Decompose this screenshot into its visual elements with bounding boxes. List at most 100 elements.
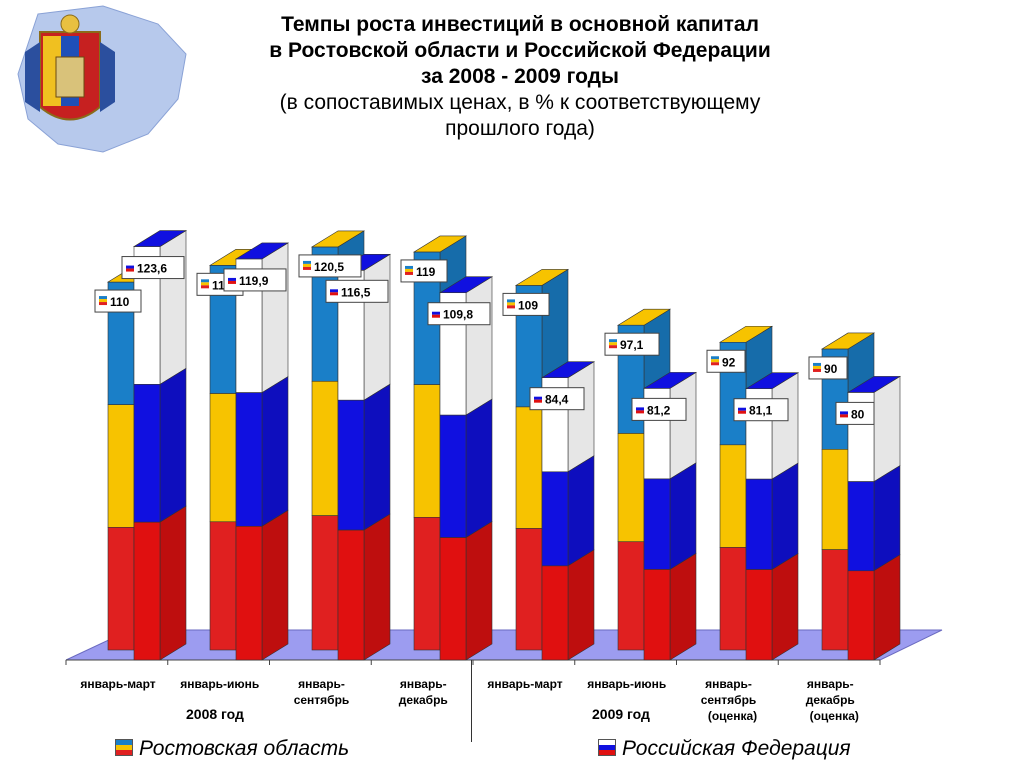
- russia-bar-8-side-segment: [873, 554, 901, 661]
- flag-icon-stripe: [507, 302, 515, 306]
- x-category-label-line: декабрь: [805, 693, 855, 707]
- russia-value-label: 123,6: [121, 256, 185, 280]
- x-category-label-line: январь-: [399, 677, 447, 691]
- russia-bar-8-side-segment: [873, 465, 901, 572]
- russia-bar-1-side-segment: [159, 230, 187, 385]
- coat-of-arms-emblem: [17, 5, 187, 153]
- russia-bar-3-front-segment: [337, 399, 365, 531]
- flag-icon-stripe: [636, 407, 644, 411]
- rostov-value-label: 109: [502, 292, 550, 316]
- flag-icon-stripe: [228, 280, 236, 284]
- rostov-bar-4-front-segment: [413, 384, 441, 518]
- flag-icon-stripe: [534, 399, 542, 403]
- russia-bar-3-side-segment: [363, 513, 391, 661]
- rostov-value-label-box: [706, 349, 746, 373]
- russia-bar-2-side-segment: [261, 376, 289, 527]
- flag-icon-stripe: [303, 260, 311, 264]
- flag-icon-stripe: [609, 339, 617, 343]
- russia-bar-4-front-segment: [439, 537, 467, 661]
- russia-bar-6-front-segment: [643, 478, 671, 570]
- x-category-label: январь-июнь: [577, 676, 677, 692]
- russia-value-label-box: [733, 398, 789, 422]
- flag-icon-stripe: [303, 263, 311, 267]
- russia-bar-5-side-segment: [567, 549, 595, 661]
- russia-bar-4-side-segment: [465, 521, 493, 661]
- flag-icon-stripe: [711, 356, 719, 360]
- flag-icon-stripe: [228, 277, 236, 281]
- rostov-value-label-text: 119: [416, 265, 436, 279]
- x-category-label: январь-июнь: [170, 676, 270, 692]
- russia-bar-3-side-segment: [363, 253, 391, 401]
- flag-icon-stripe: [99, 302, 107, 306]
- flag-icon-stripe: [201, 279, 209, 283]
- flag-icon-stripe: [432, 314, 440, 318]
- russia-value-label-text: 109,8: [443, 308, 473, 322]
- russia-bar-7-side-segment: [771, 553, 799, 661]
- rostov-value-label-text: 90: [824, 362, 838, 376]
- russia-bar-1-side-segment: [159, 505, 187, 661]
- rostov-value-label-box: [298, 254, 362, 278]
- title-line-3: за 2008 - 2009 годы: [421, 65, 619, 88]
- x-category-label: январь-декабрь (оценка): [780, 676, 880, 724]
- russia-bar-8-side-segment: [873, 375, 901, 483]
- x-category-label-line: (оценка): [707, 709, 758, 723]
- rostov-bar-6-top-cap: [616, 308, 672, 326]
- flag-icon-stripe: [738, 407, 746, 411]
- russia-bar-1-front-segment: [133, 521, 161, 661]
- rostov-value-label-text: 92: [722, 355, 736, 369]
- rostov-bar-5-front-segment: [515, 528, 543, 651]
- rostov-bar-6-front-segment: [617, 541, 645, 651]
- russia-value-label: 81,1: [733, 398, 789, 422]
- chart-title: Темпы роста инвестиций в основной капита…: [250, 12, 790, 142]
- flag-icon-stripe: [840, 414, 848, 418]
- legend-russia-label: Российская Федерация: [622, 737, 851, 760]
- flag-icon-stripe: [201, 285, 209, 289]
- rostov-bar-4-top-cap: [412, 235, 468, 253]
- russia-bar-4-side-segment: [465, 398, 493, 539]
- russia-bar-1-top-cap: [132, 230, 188, 247]
- year-label-2008: 2008 год: [186, 706, 244, 722]
- title-line-1: Темпы роста инвестиций в основной капита…: [281, 13, 759, 36]
- russia-bar-8-front-segment: [847, 481, 875, 572]
- flag-icon-stripe: [99, 296, 107, 300]
- x-category-label-line: январь-: [806, 677, 854, 691]
- rostov-value-label: 92: [706, 349, 746, 373]
- flag-icon-stripe: [432, 311, 440, 315]
- flag-icon-stripe: [405, 271, 413, 275]
- flag-icon-stripe: [636, 404, 644, 408]
- rostov-bar-5-top-cap: [514, 269, 570, 286]
- x-category-label-line: сентябрь: [700, 693, 757, 707]
- x-category-label: январь-сентябрь: [272, 676, 372, 708]
- russia-bar-7-side-segment: [771, 372, 799, 480]
- russia-bar-5-front-segment: [541, 565, 569, 661]
- russia-value-label-box: [223, 268, 287, 292]
- russia-bar-3-front-segment: [337, 529, 365, 661]
- flag-icon-stripe: [840, 408, 848, 412]
- rostov-value-label-text: 97,1: [620, 338, 644, 352]
- year-label-2009: 2009 год: [592, 706, 650, 722]
- rostov-value-label-text: 109: [518, 298, 538, 312]
- russia-bar-4-top-cap: [438, 276, 494, 294]
- rostov-bar-8-front-segment: [821, 549, 849, 651]
- russia-bar-5-side-segment: [567, 455, 595, 567]
- russia-value-label-box: [835, 401, 875, 425]
- russia-bar-7-side-segment: [771, 462, 799, 571]
- rostov-bar-2-front-segment: [209, 393, 237, 523]
- rostov-value-label-text: 120,5: [314, 260, 344, 274]
- rostov-value-label: 90: [808, 356, 848, 380]
- russia-bar-7-top-cap: [744, 372, 800, 390]
- russia-value-label-text: 80: [851, 407, 865, 421]
- russia-bar-2-front-segment: [235, 392, 263, 527]
- flag-icon-stripe: [738, 410, 746, 414]
- rostov-bar-2-front-segment: [209, 521, 237, 651]
- x-category-label-line: январь-июнь: [180, 677, 260, 691]
- rostov-bar-7-front-segment: [719, 547, 747, 651]
- flag-icon-stripe: [405, 265, 413, 269]
- russia-bar-6-side-segment: [669, 462, 697, 570]
- title-line-5: прошлого года): [445, 117, 595, 140]
- rostov-value-label: 97,1: [604, 332, 660, 356]
- flag-icon-stripe: [507, 305, 515, 309]
- chart-floor: [65, 629, 943, 661]
- flag-icon-stripe: [534, 393, 542, 397]
- legend-rostov: Ростовская область: [115, 737, 349, 761]
